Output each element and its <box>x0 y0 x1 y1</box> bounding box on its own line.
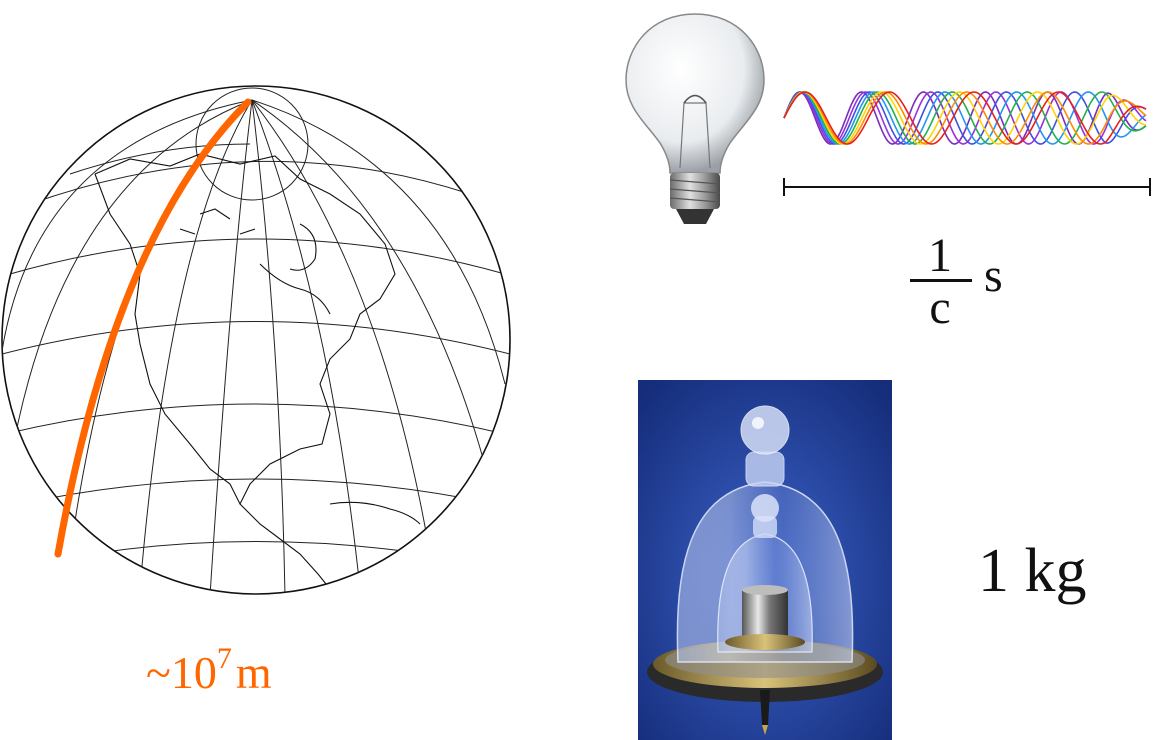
wave-line <box>783 91 1147 145</box>
scale-bar <box>783 178 1151 196</box>
wave-line <box>783 91 1147 145</box>
wave-line <box>783 91 1147 145</box>
meridian-arc <box>54 98 252 558</box>
second-definition-label: 1 c s <box>908 229 1028 332</box>
light-bulb-icon <box>625 13 765 224</box>
meter-definition-label: ~107m <box>146 644 272 698</box>
meter-prefix: ~10 <box>146 647 217 698</box>
second-unit: s <box>984 249 1003 302</box>
globe-outline <box>1 85 511 595</box>
meter-unit: m <box>235 647 272 698</box>
kilogram-label: 1 kg <box>978 537 1087 605</box>
kilogram-prototype-photo <box>638 380 892 740</box>
earth-globe-figure <box>1 85 511 595</box>
fraction-denominator: c <box>929 281 951 334</box>
wave-line <box>783 91 1147 145</box>
fraction-numerator: 1 <box>928 229 952 282</box>
meter-exponent: 7 <box>216 642 232 675</box>
continent-outlines <box>94 153 471 594</box>
fraction-bar <box>910 279 972 282</box>
light-waves-figure <box>783 91 1147 145</box>
